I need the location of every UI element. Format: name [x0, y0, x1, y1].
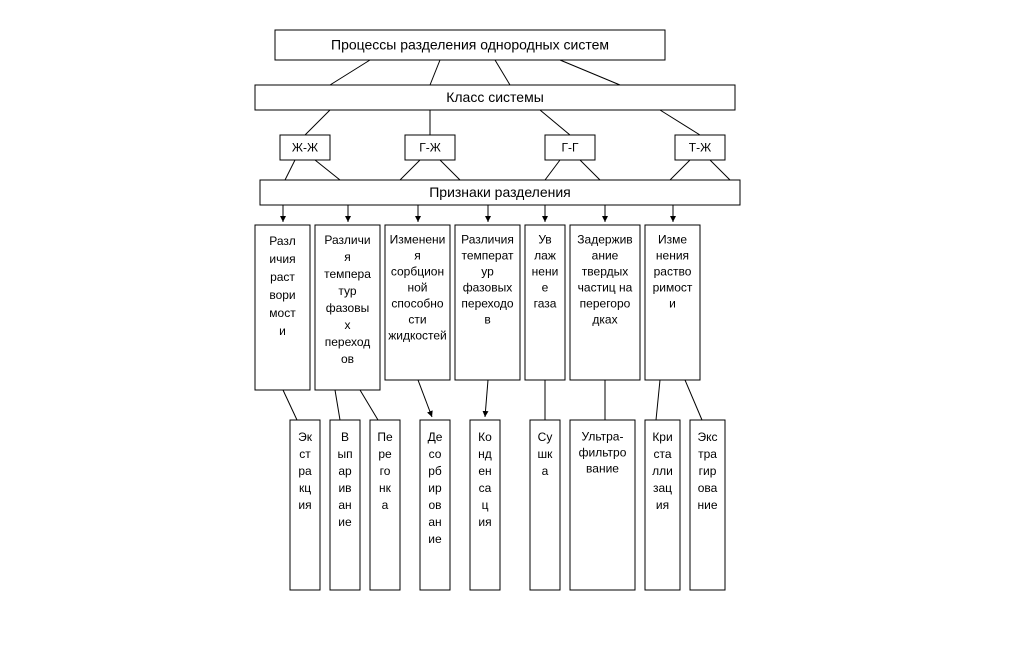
svg-text:Пе: Пе	[377, 430, 393, 444]
svg-text:Г-Ж: Г-Ж	[419, 141, 441, 155]
svg-text:дках: дках	[592, 312, 617, 326]
svg-text:температ: температ	[461, 248, 514, 262]
svg-text:ова: ова	[698, 481, 718, 495]
svg-text:лаж: лаж	[534, 248, 556, 262]
svg-text:тур: тур	[338, 284, 356, 298]
svg-text:ание: ание	[592, 248, 619, 262]
svg-text:Различия: Различия	[461, 232, 514, 246]
svg-text:жидкостей: жидкостей	[388, 328, 447, 342]
svg-text:х: х	[345, 318, 351, 332]
svg-text:вори: вори	[269, 288, 295, 302]
svg-text:Класс системы: Класс системы	[446, 89, 544, 105]
svg-text:Т-Ж: Т-Ж	[689, 141, 711, 155]
svg-text:Ув: Ув	[538, 232, 551, 246]
svg-text:нения: нения	[656, 248, 689, 262]
svg-text:перегоро: перегоро	[580, 296, 631, 310]
svg-text:и: и	[669, 296, 676, 310]
svg-text:со: со	[429, 447, 442, 461]
svg-text:тра: тра	[698, 447, 717, 461]
svg-text:твердых: твердых	[582, 264, 628, 278]
svg-text:рб: рб	[428, 464, 442, 478]
svg-text:Ко: Ко	[478, 430, 492, 444]
svg-text:ов: ов	[428, 498, 441, 512]
svg-text:нд: нд	[478, 447, 492, 461]
svg-text:ив: ив	[338, 481, 351, 495]
svg-text:Признаки разделения: Признаки разделения	[429, 184, 571, 200]
svg-text:гир: гир	[699, 464, 717, 478]
svg-text:фазовых: фазовых	[463, 280, 512, 294]
svg-text:мост: мост	[269, 306, 296, 320]
svg-text:са: са	[479, 481, 492, 495]
svg-text:нени: нени	[532, 264, 559, 278]
svg-text:ре: ре	[378, 447, 392, 461]
svg-text:Изменени: Изменени	[390, 232, 446, 246]
svg-text:я: я	[344, 250, 351, 264]
svg-text:Ультра-: Ультра-	[582, 429, 624, 443]
svg-text:вание: вание	[586, 461, 619, 475]
svg-text:Экс: Экс	[697, 430, 717, 444]
svg-text:ып: ып	[337, 447, 352, 461]
svg-text:Эк: Эк	[298, 430, 313, 444]
svg-text:в: в	[484, 312, 490, 326]
svg-text:В: В	[341, 430, 349, 444]
svg-text:фильтро: фильтро	[579, 445, 627, 459]
svg-text:ия: ия	[656, 498, 669, 512]
svg-text:го: го	[380, 464, 391, 478]
svg-text:ц: ц	[482, 498, 489, 512]
svg-text:раство: раство	[654, 264, 692, 278]
svg-text:ст: ст	[299, 447, 311, 461]
svg-text:Ж-Ж: Ж-Ж	[292, 141, 318, 155]
diagram-canvas: Процессы разделения однородных систем Кла…	[0, 0, 1024, 650]
svg-text:переход: переход	[325, 335, 371, 349]
svg-text:Процессы разделения однородных: Процессы разделения однородных систем	[331, 37, 609, 53]
svg-text:переходо: переходо	[461, 296, 514, 310]
svg-text:ир: ир	[428, 481, 442, 495]
svg-text:фазовы: фазовы	[326, 301, 369, 315]
svg-text:способно: способно	[391, 296, 443, 310]
svg-text:Су: Су	[538, 430, 553, 444]
svg-text:кц: кц	[299, 481, 311, 495]
svg-text:сти: сти	[408, 312, 426, 326]
svg-text:Разл: Разл	[269, 234, 296, 248]
svg-text:ур: ур	[481, 264, 494, 278]
svg-text:Де: Де	[428, 430, 443, 444]
svg-text:зац: зац	[653, 481, 672, 495]
svg-text:частиц на: частиц на	[578, 280, 633, 294]
svg-text:я: я	[414, 248, 421, 262]
svg-text:а: а	[542, 464, 549, 478]
svg-text:римост: римост	[653, 280, 693, 294]
svg-text:ия: ия	[478, 515, 491, 529]
svg-text:ста: ста	[653, 447, 671, 461]
svg-text:Различи: Различи	[324, 233, 370, 247]
svg-text:е: е	[542, 280, 549, 294]
svg-text:лли: лли	[652, 464, 673, 478]
svg-text:Кри: Кри	[652, 430, 672, 444]
svg-text:ов: ов	[341, 352, 354, 366]
svg-text:темпера: темпера	[324, 267, 371, 281]
svg-text:ние: ние	[697, 498, 717, 512]
svg-text:ие: ие	[338, 515, 352, 529]
svg-text:ной: ной	[407, 280, 427, 294]
svg-text:ан: ан	[428, 515, 441, 529]
svg-text:Задержив: Задержив	[577, 232, 632, 246]
svg-text:ра: ра	[298, 464, 312, 478]
svg-text:ен: ен	[478, 464, 491, 478]
svg-text:ан: ан	[338, 498, 351, 512]
svg-text:ия: ия	[298, 498, 311, 512]
svg-text:ар: ар	[338, 464, 352, 478]
svg-text:шк: шк	[538, 447, 554, 461]
svg-text:сорбцион: сорбцион	[391, 264, 444, 278]
svg-text:и: и	[279, 324, 286, 338]
svg-text:а: а	[382, 498, 389, 512]
svg-text:газа: газа	[534, 296, 557, 310]
svg-text:Изме: Изме	[658, 232, 687, 246]
svg-text:нк: нк	[379, 481, 392, 495]
svg-text:ичия: ичия	[269, 252, 295, 266]
svg-text:ие: ие	[428, 532, 442, 546]
svg-text:раст: раст	[270, 270, 295, 284]
svg-text:Г-Г: Г-Г	[562, 141, 579, 155]
